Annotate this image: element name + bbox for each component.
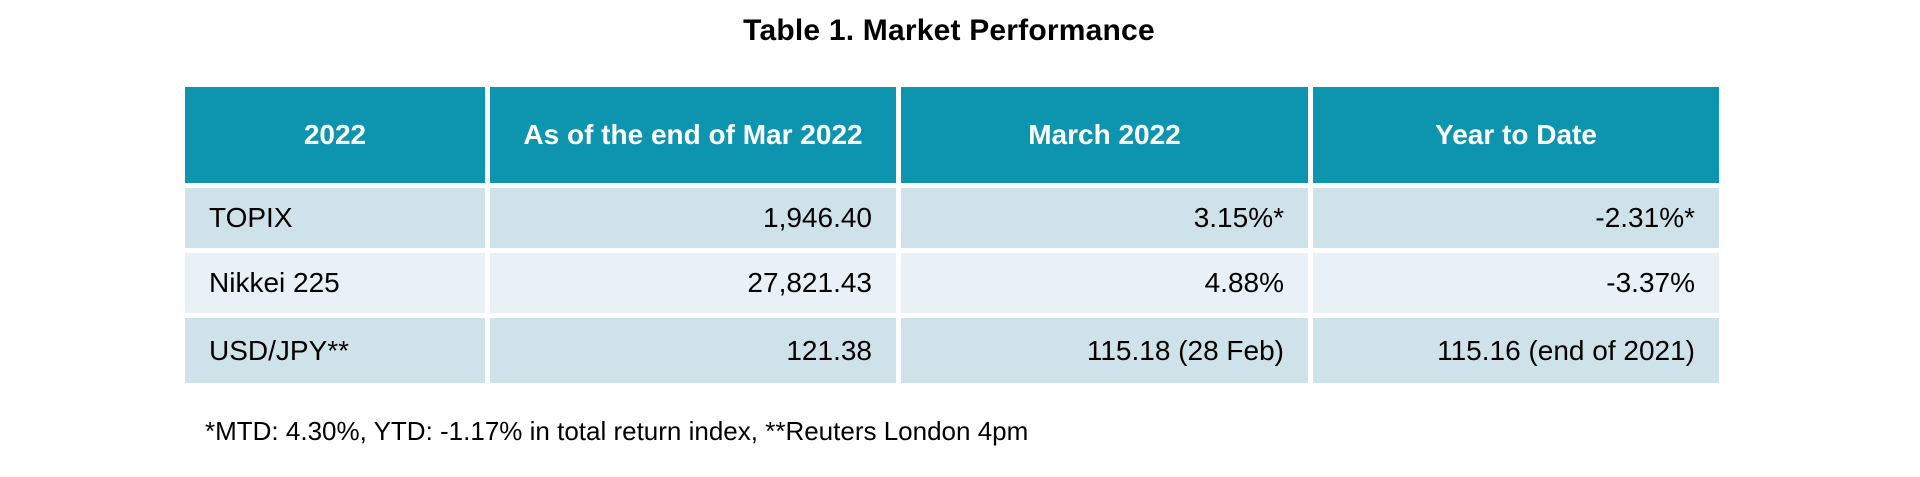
table-title: Table 1. Market Performance: [743, 14, 1155, 47]
value-cell: 115.16 (end of 2021): [1313, 318, 1719, 383]
value-cell: 3.15%*: [901, 188, 1308, 248]
header-cell-end-of-mar: As of the end of Mar 2022: [490, 87, 896, 183]
row-label: TOPIX: [185, 188, 485, 248]
value-cell: 115.18 (28 Feb): [901, 318, 1308, 383]
value-cell: 4.88%: [901, 253, 1308, 313]
value-cell: 121.38: [490, 318, 896, 383]
table-header-row: 2022 As of the end of Mar 2022 March 202…: [185, 87, 1719, 183]
table-row-topix: TOPIX 1,946.40 3.15%* -2.31%*: [185, 188, 1719, 248]
footnote: *MTD: 4.30%, YTD: -1.17% in total return…: [205, 416, 1029, 446]
value-cell: -3.37%: [1313, 253, 1719, 313]
header-cell-march-2022: March 2022: [901, 87, 1308, 183]
row-label: USD/JPY**: [185, 318, 485, 383]
row-label: Nikkei 225: [185, 253, 485, 313]
header-cell-year-to-date: Year to Date: [1313, 87, 1719, 183]
table-row-usdjpy: USD/JPY** 121.38 115.18 (28 Feb) 115.16 …: [185, 318, 1719, 383]
market-performance-table: 2022 As of the end of Mar 2022 March 202…: [180, 82, 1724, 388]
value-cell: -2.31%*: [1313, 188, 1719, 248]
header-cell-year: 2022: [185, 87, 485, 183]
value-cell: 1,946.40: [490, 188, 896, 248]
table-row-nikkei225: Nikkei 225 27,821.43 4.88% -3.37%: [185, 253, 1719, 313]
value-cell: 27,821.43: [490, 253, 896, 313]
